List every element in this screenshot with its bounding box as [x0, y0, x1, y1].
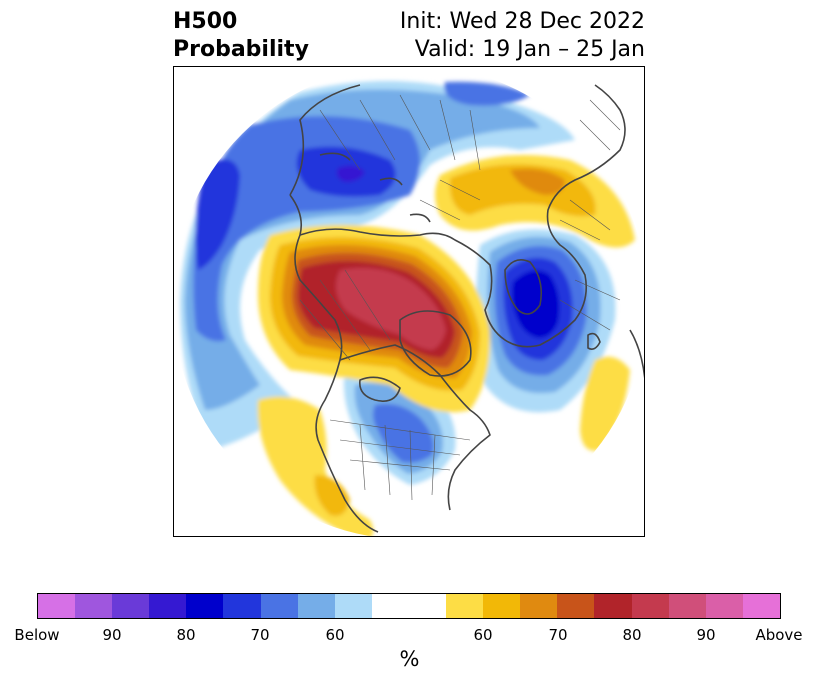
- probability-map: [173, 66, 645, 537]
- coast-siberia-islands: [319, 152, 431, 223]
- colorbar-above-segment: [446, 594, 484, 618]
- border-russia: [319, 94, 481, 221]
- political-borders: [299, 94, 621, 501]
- valid-range-label: Valid: 19 Jan – 25 Jan: [414, 37, 645, 62]
- colorbar-below-segment: [223, 594, 261, 618]
- title-line-2: Probability: [173, 37, 309, 62]
- border-us-states: [329, 419, 471, 501]
- colorbar-tick-above-70: 70: [548, 626, 568, 644]
- colorbar-above-segment: [483, 594, 521, 618]
- colorbar-tick-labels: Below 90 80 70 60 60 70 80 90 Above: [0, 626, 819, 646]
- chart-title: H500 Probability: [173, 8, 309, 64]
- colorbar-above-segment: [520, 594, 558, 618]
- colorbar-above-segment: [742, 594, 780, 618]
- colorbar-above-segment: [557, 594, 595, 618]
- border-europe: [559, 99, 621, 331]
- colorbar-tick-above-80: 80: [622, 626, 642, 644]
- below-70-north: [444, 81, 530, 106]
- colorbar-tick-above-90: 90: [696, 626, 716, 644]
- colorbar-below-segment: [334, 594, 372, 618]
- colorbar-above-segment: [668, 594, 706, 618]
- below-80-alaska: [336, 165, 365, 182]
- colorbar-above-segment: [631, 594, 669, 618]
- colorbar-below-segment: [186, 594, 224, 618]
- coast-eurasia: [289, 84, 626, 348]
- colorbar-above-segment: [705, 594, 743, 618]
- coastlines: [289, 84, 644, 533]
- below-80-europe: [512, 270, 560, 338]
- colorbar-tick-below-90: 90: [102, 626, 122, 644]
- colorbar-neutral-segment: [371, 594, 447, 618]
- coast-africa-tip: [629, 329, 644, 379]
- init-date-label: Init: Wed 28 Dec 2022: [399, 9, 645, 34]
- border-canada-provinces: [299, 269, 391, 361]
- coast-greenland: [399, 310, 472, 377]
- colorbar-below-segment: [149, 594, 187, 618]
- coast-uk: [587, 332, 601, 350]
- above-65-baja: [314, 475, 350, 516]
- colorbar-below-segment: [297, 594, 335, 618]
- colorbar-below-segment: [112, 594, 150, 618]
- probability-contours: [180, 81, 635, 536]
- coast-scandinavia: [504, 259, 543, 315]
- above-60-atlantic: [580, 356, 630, 451]
- colorbar: [37, 593, 781, 619]
- colorbar-tick-below-60: 60: [325, 626, 345, 644]
- above-70-greenland: [510, 168, 565, 195]
- coast-hudson-bay: [358, 376, 401, 402]
- colorbar-tick-above: Above: [755, 626, 803, 644]
- colorbar-below-segment: [38, 594, 76, 618]
- colorbar-tick-above-60: 60: [473, 626, 493, 644]
- colorbar-below-segment: [260, 594, 298, 618]
- colorbar-below-segment: [75, 594, 113, 618]
- colorbar-above-segment: [594, 594, 632, 618]
- title-line-1: H500: [173, 9, 238, 34]
- colorbar-unit-label: %: [399, 647, 420, 671]
- below-70-us: [373, 403, 434, 463]
- colorbar-tick-below: Below: [14, 626, 60, 644]
- chart-subtitle: Init: Wed 28 Dec 2022 Valid: 19 Jan – 25…: [400, 8, 645, 64]
- colorbar-tick-below-70: 70: [250, 626, 270, 644]
- colorbar-tick-below-80: 80: [176, 626, 196, 644]
- below-75-pacific: [195, 159, 240, 270]
- above-85-arctic: [336, 267, 446, 350]
